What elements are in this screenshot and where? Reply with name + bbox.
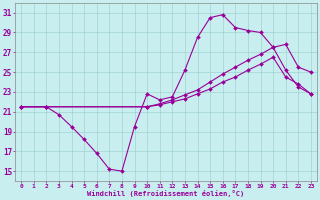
X-axis label: Windchill (Refroidissement éolien,°C): Windchill (Refroidissement éolien,°C)	[87, 190, 244, 197]
